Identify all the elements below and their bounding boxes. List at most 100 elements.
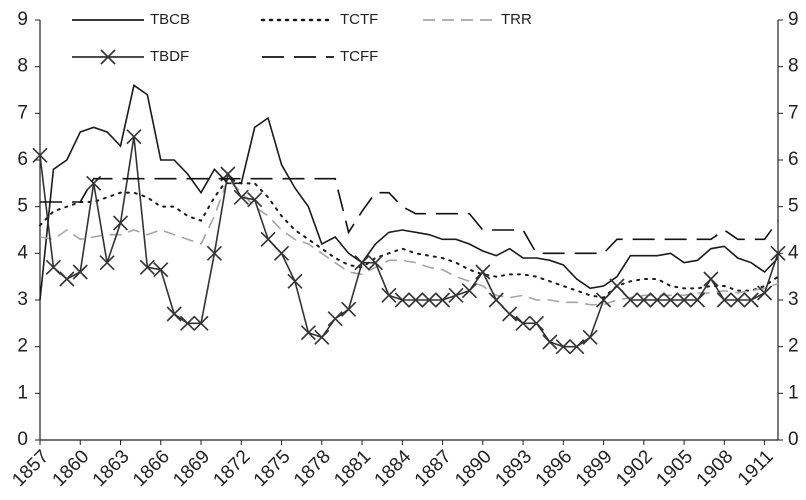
marker [649, 292, 665, 308]
marker [314, 329, 330, 345]
y2-tick-label: 8 [788, 56, 799, 77]
marker [622, 292, 638, 308]
marker [247, 192, 263, 208]
legend-label: TCTF [340, 11, 378, 28]
marker [166, 306, 182, 322]
marker [676, 292, 692, 308]
x-tick-label: 1884 [371, 446, 416, 491]
marker [99, 255, 115, 271]
x-tick-label: 1857 [8, 446, 53, 491]
line [39, 177, 779, 299]
marker [569, 339, 585, 355]
marker [45, 259, 61, 275]
y2-tick-label: 7 [788, 102, 799, 123]
marker [703, 271, 719, 287]
legend-label: TBCB [150, 11, 190, 28]
legend-marker [100, 49, 116, 65]
x-tick-label: 1872 [210, 446, 255, 491]
y-tick-label: 8 [17, 56, 28, 77]
marker [555, 339, 571, 355]
x-tick-label: 1899 [572, 446, 617, 491]
x-tick-label: 1905 [652, 446, 697, 491]
legend-entry: TCFF [262, 48, 378, 65]
series [40, 177, 779, 255]
series [39, 177, 779, 299]
line [40, 177, 779, 255]
marker [341, 301, 357, 317]
marker [153, 262, 169, 278]
y2-tick-label: 1 [788, 382, 799, 403]
marker [287, 273, 303, 289]
marker [582, 329, 598, 345]
line [39, 83, 779, 301]
marker [139, 259, 155, 275]
marker [381, 287, 397, 303]
x-tick-label: 1893 [491, 446, 536, 491]
y-tick-label: 2 [17, 336, 28, 357]
y-tick-label: 5 [17, 196, 28, 217]
series [39, 83, 779, 301]
marker [528, 315, 545, 331]
y-tick-label: 9 [17, 9, 28, 30]
x-tick-label: 1887 [411, 446, 456, 491]
y2-tick-label: 4 [788, 242, 799, 263]
marker [394, 292, 410, 308]
marker [595, 292, 612, 308]
marker [408, 292, 424, 308]
series [32, 129, 786, 355]
marker [542, 334, 558, 350]
legend-entry: TCTF [260, 11, 378, 28]
line [39, 136, 779, 348]
marker [72, 264, 88, 280]
marker [609, 278, 625, 294]
marker [502, 306, 518, 322]
legend-label: TCFF [340, 48, 378, 65]
legend-entry: TRR [423, 11, 532, 28]
y2-tick-label: 6 [788, 149, 799, 170]
series [39, 177, 779, 306]
marker [327, 311, 343, 327]
marker [461, 283, 477, 299]
y-tick-label: 4 [17, 242, 28, 263]
legend-label: TBDF [150, 48, 189, 65]
marker [260, 231, 276, 247]
x-tick-label: 1902 [612, 446, 657, 491]
marker [743, 292, 759, 308]
marker [716, 292, 732, 308]
y2-tick-label: 5 [788, 196, 799, 217]
y2-tick-label: 0 [788, 429, 799, 450]
x-tick-label: 1875 [250, 446, 295, 491]
marker [488, 292, 504, 308]
x-tick-label: 1866 [129, 446, 174, 491]
y2-tick-label: 3 [788, 289, 799, 310]
marker [59, 271, 75, 287]
marker [434, 292, 451, 308]
legend-label: TRR [501, 11, 532, 28]
x-tick-label: 1863 [89, 446, 134, 491]
marker [354, 255, 370, 271]
y2-tick-label: 9 [788, 9, 799, 30]
marker [193, 315, 209, 331]
legend-entry: TBCB [72, 11, 190, 28]
y-tick-label: 7 [17, 102, 28, 123]
marker [233, 189, 249, 205]
marker [448, 287, 464, 303]
marker [32, 147, 48, 163]
y-tick-label: 3 [17, 289, 28, 310]
y2-tick-label: 2 [788, 336, 799, 357]
marker [300, 325, 316, 341]
y-tick-label: 0 [17, 429, 28, 450]
marker [663, 292, 679, 308]
x-tick-label: 1860 [49, 446, 94, 491]
marker [367, 255, 384, 271]
x-tick-label: 1869 [169, 446, 214, 491]
marker [475, 264, 491, 280]
marker [689, 292, 706, 308]
y-tick-label: 6 [17, 149, 28, 170]
marker [515, 315, 531, 331]
marker [757, 285, 773, 301]
marker [730, 292, 746, 308]
line [39, 177, 779, 306]
